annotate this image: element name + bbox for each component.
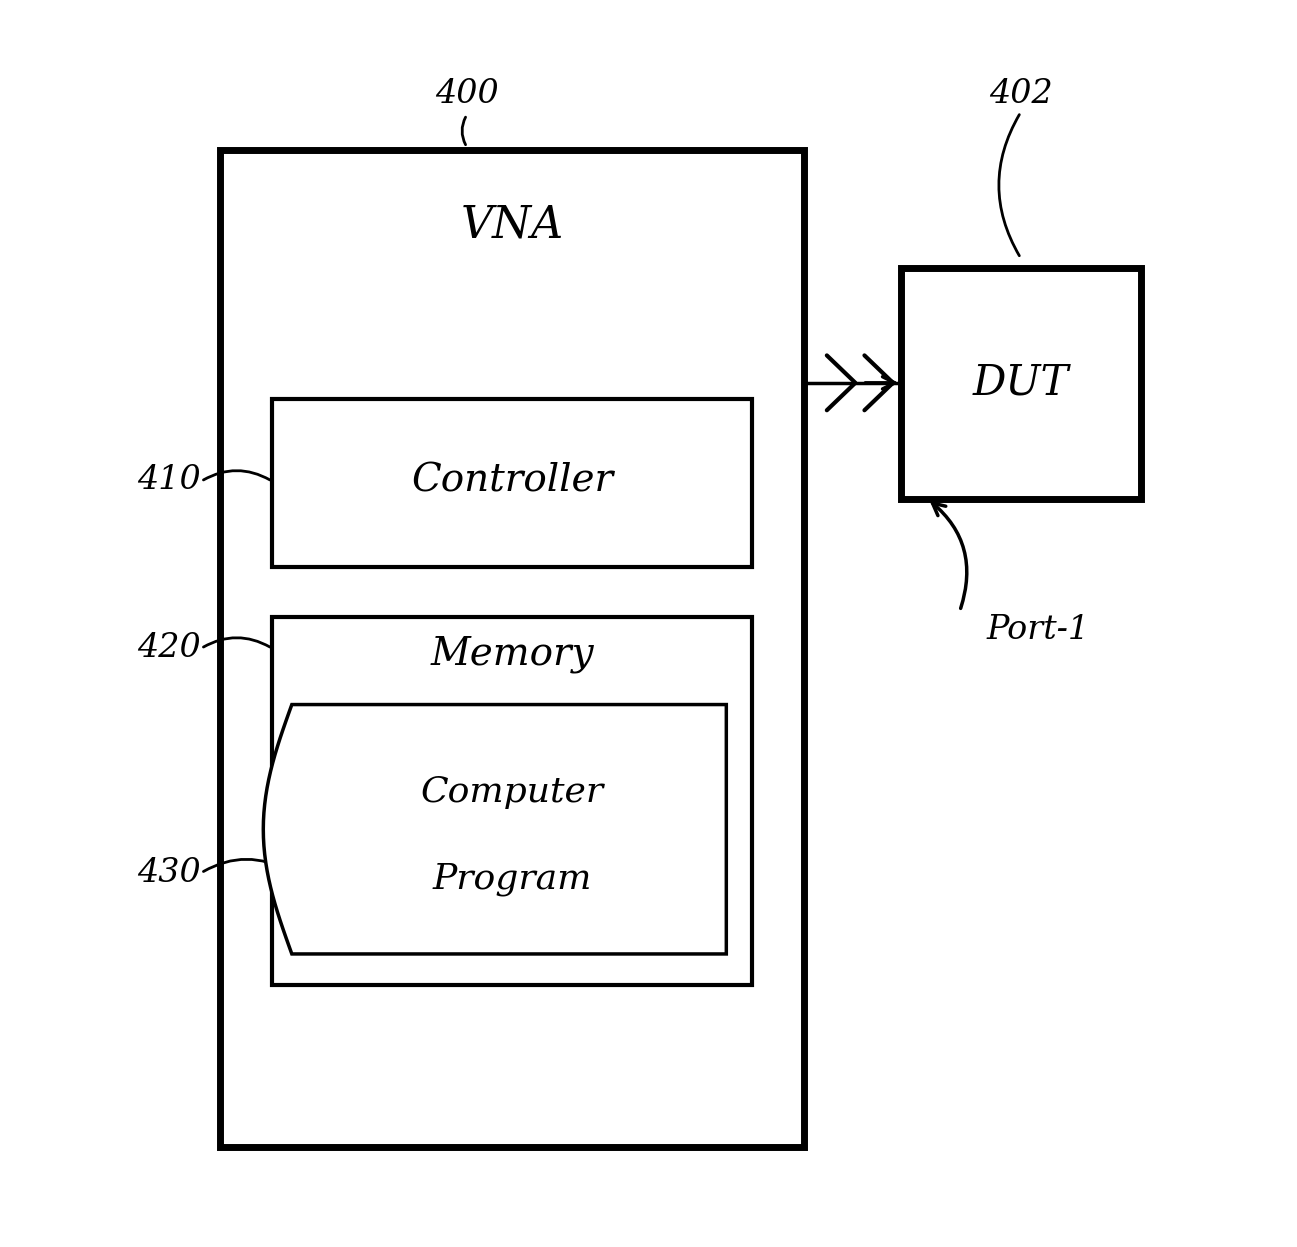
- Text: Program: Program: [433, 862, 591, 897]
- Text: DUT: DUT: [973, 362, 1069, 404]
- Text: Port-1: Port-1: [986, 614, 1089, 646]
- Bar: [272, 617, 752, 985]
- Text: VNA: VNA: [460, 203, 564, 246]
- Bar: [272, 399, 752, 567]
- Text: Computer: Computer: [420, 774, 604, 809]
- Bar: [220, 150, 804, 1147]
- PathPatch shape: [263, 705, 726, 954]
- Text: 410: 410: [136, 464, 201, 496]
- Text: 402: 402: [988, 77, 1053, 110]
- Text: Memory: Memory: [431, 636, 594, 673]
- Text: 430: 430: [136, 857, 201, 889]
- Text: 420: 420: [136, 632, 201, 665]
- Bar: [901, 268, 1141, 499]
- Text: Controller: Controller: [411, 463, 613, 500]
- Text: 400: 400: [434, 77, 499, 110]
